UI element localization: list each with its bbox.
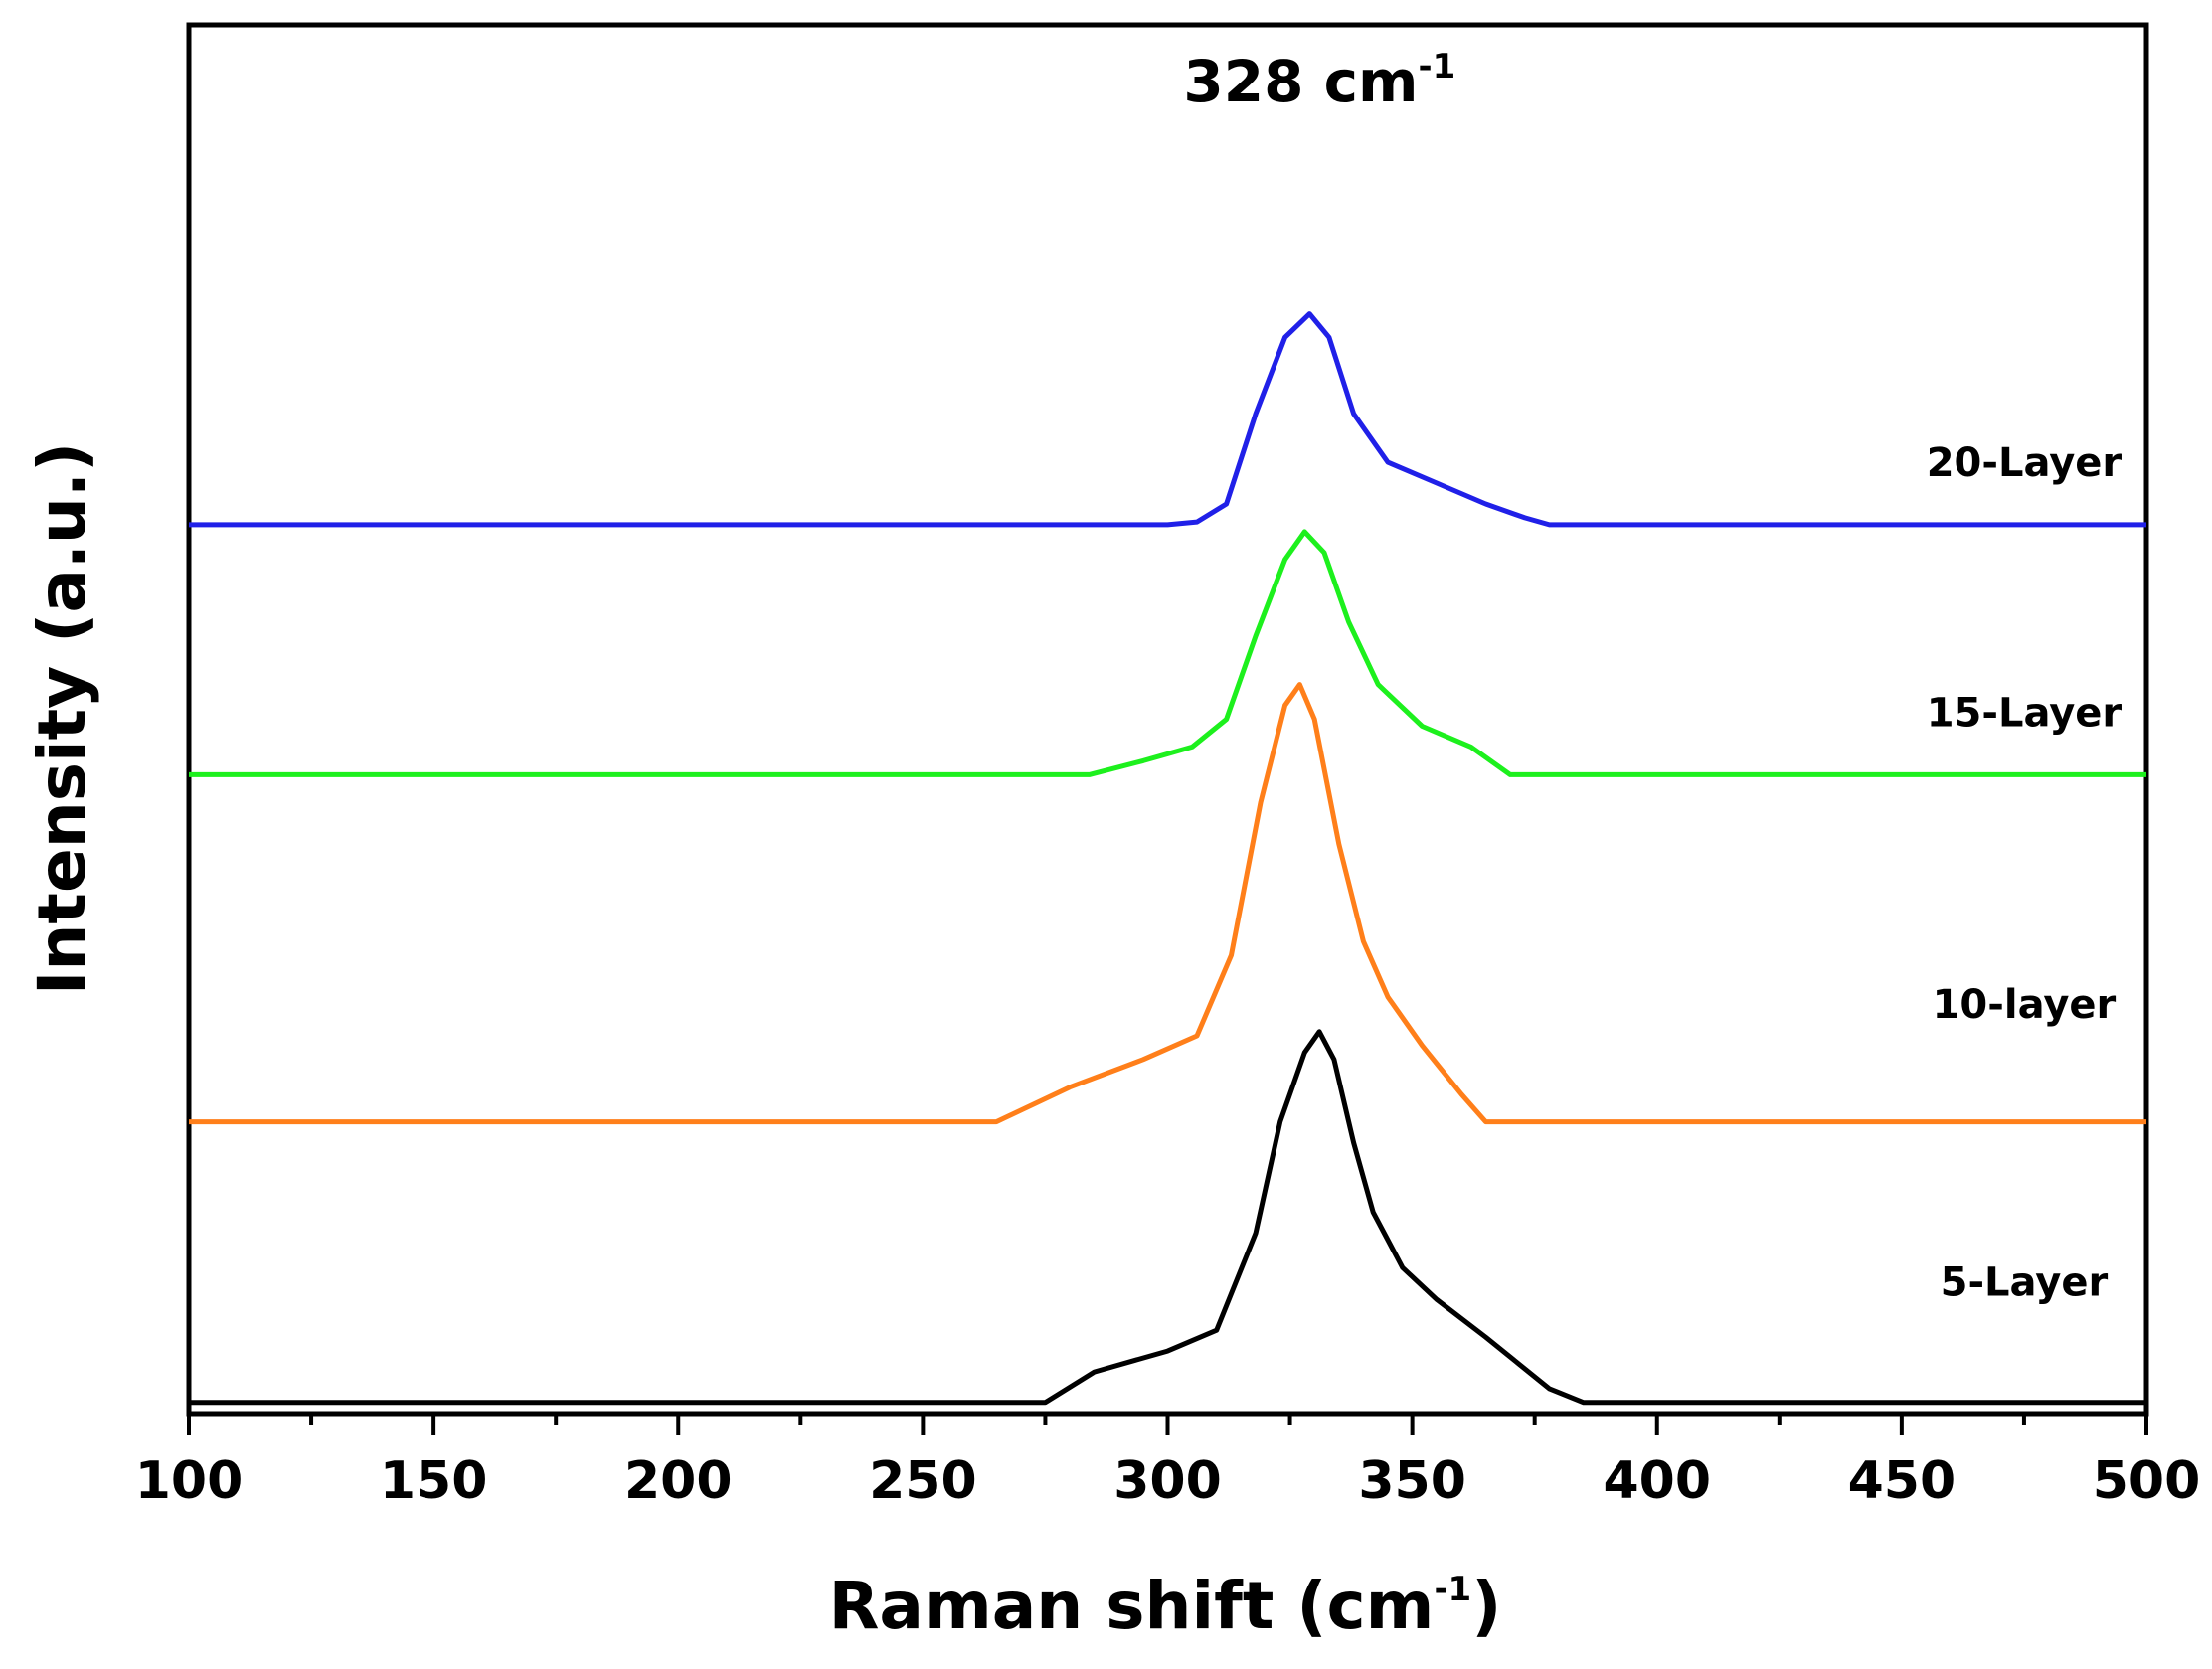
x-tick-label: 300 — [1113, 1451, 1222, 1511]
x-axis-title-sup: -1 — [1434, 1570, 1471, 1609]
plot-frame — [186, 22, 2149, 1417]
series-label-20-layer: 20-Layer — [1927, 440, 2123, 486]
x-tick-labels: 100 150 200 250 300 350 400 450 500 — [135, 1451, 2201, 1511]
peak-annotation-sup: -1 — [1418, 47, 1455, 86]
x-tick-label: 200 — [624, 1451, 733, 1511]
x-axis-title-main: Raman shift (cm — [829, 1568, 1435, 1644]
x-tick-label: 100 — [135, 1451, 244, 1511]
series-line-20-layer — [189, 311, 2146, 528]
y-axis-title: Intensity (a.u.) — [24, 442, 100, 995]
x-tick-label: 250 — [869, 1451, 977, 1511]
peak-annotation-text: 328 cm — [1183, 48, 1418, 115]
peak-annotation: 328 cm-1 — [1183, 47, 1455, 115]
x-tick-label: 450 — [1848, 1451, 1957, 1511]
series-label-10-layer: 10-layer — [1933, 982, 2117, 1028]
series-line-10-layer — [189, 682, 2146, 1125]
x-ticks — [187, 1414, 2148, 1435]
series-layer — [189, 311, 2146, 1406]
series-line-15-layer — [189, 529, 2146, 777]
x-tick-label: 150 — [380, 1451, 488, 1511]
series-labels: 5-Layer 10-layer 15-Layer 20-Layer — [1927, 440, 2123, 1305]
x-tick-label: 500 — [2093, 1451, 2201, 1511]
series-label-15-layer: 15-Layer — [1927, 690, 2123, 736]
x-axis-title: Raman shift (cm-1) — [829, 1568, 1502, 1644]
series-label-5-layer: 5-Layer — [1941, 1259, 2109, 1305]
series-line-5-layer — [189, 1029, 2146, 1406]
x-tick-label: 350 — [1358, 1451, 1466, 1511]
x-tick-label: 400 — [1603, 1451, 1711, 1511]
x-axis-title-end: ) — [1471, 1568, 1501, 1644]
